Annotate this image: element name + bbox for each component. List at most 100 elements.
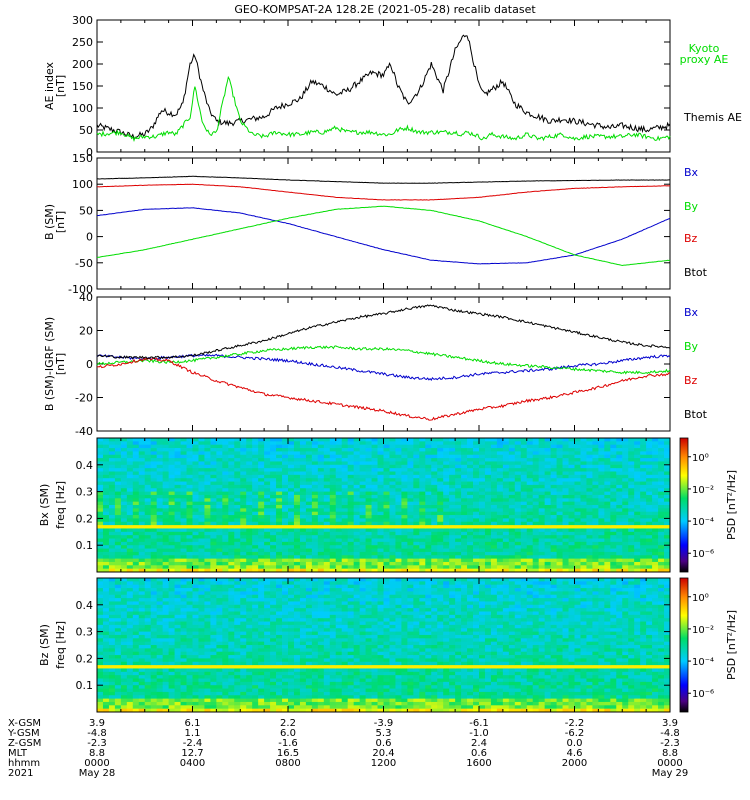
bx-spec-cell bbox=[634, 444, 641, 449]
bx-spec-cell bbox=[216, 548, 223, 553]
bx-spec-cell bbox=[120, 498, 128, 503]
bx-spec-cell bbox=[449, 548, 456, 553]
bx-spec-cell bbox=[473, 441, 480, 446]
bx-spec-cell bbox=[347, 458, 355, 462]
bx-spec-cell bbox=[562, 505, 569, 509]
bx-spec-cell bbox=[658, 494, 665, 499]
bx-spec-cell bbox=[341, 558, 349, 563]
bx-spec-cell bbox=[299, 488, 307, 492]
bx-spec-cell bbox=[299, 565, 307, 570]
bx-spec-cell bbox=[150, 561, 158, 566]
bx-spec-cell bbox=[258, 551, 265, 556]
bx-spec-cell bbox=[383, 505, 390, 509]
bx-spec-cell bbox=[234, 484, 241, 489]
bx-spec-cell bbox=[216, 438, 223, 442]
bx-spec-cell bbox=[180, 528, 187, 533]
bx-spec-cell bbox=[210, 491, 217, 496]
bz-spec-cell bbox=[114, 665, 122, 669]
bx-spec-cell bbox=[335, 521, 343, 526]
bx-spec-cell bbox=[449, 458, 456, 462]
bx-spec-cell bbox=[192, 551, 199, 556]
bz-spec-cell bbox=[108, 668, 116, 673]
bx-spec-cell bbox=[473, 528, 480, 533]
bx-spec-cell bbox=[634, 528, 641, 533]
bx-spec-cell bbox=[299, 508, 307, 513]
bx-spec-cell bbox=[425, 565, 432, 570]
bx-spec-cell bbox=[449, 565, 456, 570]
bx-spec-cell bbox=[192, 461, 199, 466]
bx-spec-cell bbox=[437, 535, 444, 539]
bx-spec-cell bbox=[311, 535, 319, 539]
bx-spec-cell bbox=[658, 511, 665, 516]
bx-spec-cell bbox=[102, 565, 110, 570]
bx-spec-cell bbox=[538, 498, 546, 503]
bz-spec-cell bbox=[156, 608, 164, 612]
bz-spec-cell bbox=[210, 634, 217, 639]
bx-spec-cell bbox=[323, 551, 331, 556]
bx-spec-cell bbox=[389, 545, 396, 549]
bx-spec-cell bbox=[132, 561, 140, 566]
bx-spec-cell bbox=[437, 551, 444, 556]
bx-spec-cell bbox=[252, 551, 259, 556]
bz-spec-cell bbox=[108, 671, 116, 676]
bx-spec-cell bbox=[174, 548, 181, 553]
bx-spec-cell bbox=[383, 461, 390, 466]
bz-spec-cell bbox=[198, 621, 205, 626]
bx-spec-cell bbox=[132, 454, 140, 459]
bx-spec-cell bbox=[407, 498, 414, 503]
bx-spec-cell bbox=[288, 538, 295, 543]
bz-spec-cell bbox=[120, 671, 128, 676]
bx-spec-cell bbox=[610, 531, 617, 536]
bx-spec-cell bbox=[389, 538, 396, 543]
bz-spec-cell bbox=[186, 641, 193, 646]
bx-spec-cell bbox=[168, 545, 175, 549]
bx-spec-cell bbox=[228, 454, 235, 459]
bigrf-panel-series-bz bbox=[96, 357, 671, 421]
bx-spec-cell bbox=[496, 481, 504, 486]
bx-spec-cell bbox=[413, 511, 420, 516]
bx-spec-cell bbox=[299, 551, 307, 556]
bx-spec-cell bbox=[293, 468, 301, 472]
bx-spec-cell bbox=[192, 471, 199, 476]
bx-spec-cell bbox=[658, 438, 665, 442]
bx-spec-cell bbox=[628, 535, 635, 539]
bx-spec-cell bbox=[580, 448, 587, 452]
bx-spec-cell bbox=[526, 521, 534, 526]
bx-spec-cell bbox=[419, 568, 426, 573]
bz-spec-cell bbox=[156, 621, 164, 626]
bx-spec-cell bbox=[114, 508, 122, 513]
bx-spec-cell bbox=[556, 525, 563, 529]
bx-spec-cell bbox=[162, 545, 170, 549]
bx-spec-cell bbox=[622, 545, 629, 549]
bx-spec-cell bbox=[97, 521, 104, 526]
bx-spec-cell bbox=[228, 501, 235, 506]
bx-spec-cell bbox=[317, 481, 325, 486]
bx-spec-cell bbox=[276, 548, 283, 553]
bx-spec-cell bbox=[180, 488, 187, 492]
bz-spec-cell bbox=[180, 665, 187, 669]
bx-spec-cell bbox=[288, 548, 295, 553]
bx-spec-cell bbox=[395, 461, 402, 466]
bz-spec-cell bbox=[216, 581, 223, 586]
bz-spec-cell bbox=[114, 631, 122, 636]
bx-spec-cell bbox=[323, 518, 331, 523]
bx-spec-cell bbox=[97, 458, 104, 462]
bz-spec-cell bbox=[180, 688, 187, 693]
bx-spec-cell bbox=[258, 448, 265, 452]
bz-spec-cell bbox=[186, 695, 193, 699]
bx-spec-cell bbox=[216, 478, 223, 482]
bx-spec-cell bbox=[461, 505, 468, 509]
bx-spec-cell bbox=[168, 438, 175, 442]
bx-spec-cell bbox=[180, 468, 187, 472]
bz-spec-cell bbox=[168, 651, 175, 656]
bz-spec-cell bbox=[150, 695, 158, 699]
bx-spec-cell bbox=[652, 558, 659, 563]
bx-spec-cell bbox=[455, 441, 462, 446]
bx-spec-cell bbox=[353, 541, 361, 546]
bx-spec-cell bbox=[120, 558, 128, 563]
bz-spec-cell bbox=[138, 671, 146, 676]
bx-spec-cell bbox=[329, 468, 337, 472]
bz-spec-cell bbox=[156, 675, 164, 679]
bx-spec-cell bbox=[198, 535, 205, 539]
bx-spec-cell bbox=[431, 458, 438, 462]
